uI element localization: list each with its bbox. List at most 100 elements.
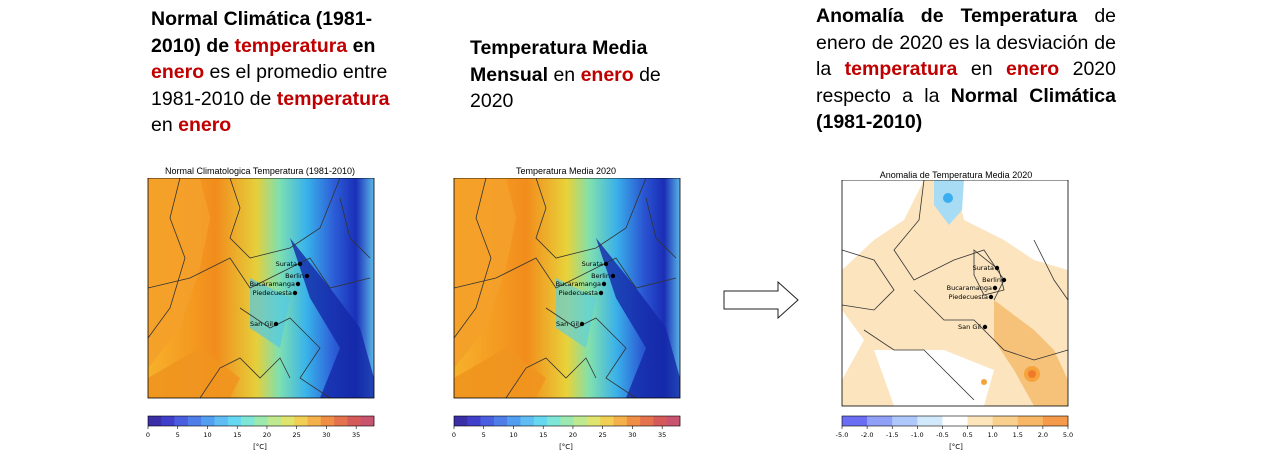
city-dot-san-gil bbox=[579, 321, 585, 327]
caption-run: 2020 respecto a la bbox=[816, 58, 1116, 107]
city-label-berlin: Berlin bbox=[591, 272, 610, 280]
colorbar-tick-label: 20 bbox=[569, 431, 577, 439]
city-label-piedecuesta: Piedecuesta bbox=[253, 289, 292, 297]
colorbar-unit-media: [°C] bbox=[559, 443, 573, 451]
city-dot-berlin bbox=[304, 273, 310, 279]
colorbar-segment bbox=[992, 416, 1019, 426]
city-dot-piedecuesta bbox=[988, 294, 994, 300]
colorbar-segment bbox=[842, 416, 868, 426]
colorbar-temperature-normal: 0 5 10 15 20 25 30 35 bbox=[146, 415, 375, 439]
city-dot-bucaramanga bbox=[295, 281, 301, 287]
colorbar-segment bbox=[241, 416, 255, 426]
city-dot-piedecuesta bbox=[598, 290, 604, 296]
colorbar-segment bbox=[267, 416, 282, 426]
colorbar-tick-label: -1.0 bbox=[911, 431, 924, 439]
right-arrow-icon bbox=[723, 280, 799, 320]
city-label-surata: Surata bbox=[276, 260, 297, 268]
colorbar-temperature-media: 0 5 10 15 20 25 30 35 bbox=[452, 415, 681, 439]
colorbar-tick-label: -2.0 bbox=[861, 431, 874, 439]
colorbar-segment bbox=[520, 416, 535, 426]
colorbar-segment bbox=[480, 416, 495, 426]
city-dot-bucaramanga bbox=[992, 285, 998, 291]
colorbar-segment bbox=[493, 416, 508, 426]
colorbar-segment bbox=[666, 416, 681, 426]
caption-run: Anomalía de Temperatura bbox=[816, 5, 1078, 27]
colorbar-segment bbox=[320, 416, 335, 426]
colorbar-anomaly: -5.0 -2.0 -1.5 -1.0 -0.5 0.5 1.0 1.5 2.0 5.0 bbox=[836, 415, 1073, 439]
colorbar-segment bbox=[942, 416, 968, 426]
colorbar-segment bbox=[280, 416, 295, 426]
city-dot-san-gil bbox=[273, 321, 279, 327]
colorbar-frame bbox=[147, 415, 375, 427]
colorbar-segment bbox=[467, 416, 481, 426]
colorbar-tick-label: 20 bbox=[263, 431, 271, 439]
city-label-berlin: Berlin bbox=[285, 272, 304, 280]
map-panel-anomalia: Anomalia de Temperatura Media 2020 Surat… bbox=[834, 163, 1078, 453]
city-label-surata: Surata bbox=[582, 260, 603, 268]
colorbar-segment bbox=[334, 416, 348, 426]
colorbar-segment bbox=[533, 416, 548, 426]
colorbar-segment bbox=[454, 416, 468, 426]
colorbar-segment bbox=[227, 416, 242, 426]
map-panel-normal: Normal Climatologica Temperatura (1981-2… bbox=[140, 163, 380, 453]
map-panel-media: Temperatura Media 2020 bbox=[446, 163, 686, 453]
colorbar-segment bbox=[187, 416, 202, 426]
city-dot-surata bbox=[994, 265, 1000, 271]
colorbar-tick-label: 5 bbox=[482, 431, 486, 439]
caption-run: de bbox=[200, 34, 235, 57]
caption-run: enero bbox=[1006, 58, 1060, 80]
colorbar-unit-normal: [°C] bbox=[253, 443, 267, 451]
colorbar-tick-label: 25 bbox=[599, 431, 607, 439]
caption-normal-climatica: Normal Climática (1981-2010) de temperat… bbox=[151, 6, 401, 139]
colorbar-segment bbox=[573, 416, 588, 426]
colorbar-unit-anomalia: [°C] bbox=[949, 443, 963, 451]
colorbar-tick-label: 5.0 bbox=[1063, 431, 1073, 439]
caption-run: en bbox=[352, 34, 376, 57]
city-markers-media: Surata Berlin Bucaramanga Piedecuesta Sa… bbox=[556, 260, 616, 328]
city-markers-normal: Surata Berlin Bucaramanga Piedecuesta Sa… bbox=[250, 260, 310, 328]
city-dot-berlin bbox=[610, 273, 616, 279]
colorbar-segment bbox=[347, 416, 362, 426]
colorbar-tick-label: 0 bbox=[452, 431, 456, 439]
city-dot-surata bbox=[297, 261, 303, 267]
caption-run: es el promedio entre 1981-2010 de bbox=[151, 61, 388, 110]
caption-run: enero bbox=[151, 61, 205, 83]
city-label-piedecuesta: Piedecuesta bbox=[949, 293, 988, 301]
city-label-san-gil: San Gil bbox=[250, 320, 273, 328]
colorbar-segment bbox=[507, 416, 521, 426]
colorbar-tick-label: 1.0 bbox=[987, 431, 997, 439]
caption-run: enero bbox=[178, 114, 232, 136]
colorbar-segment bbox=[161, 416, 175, 426]
colorbar-tick-label: 0.5 bbox=[962, 431, 972, 439]
colorbar-tick-label: 0 bbox=[146, 431, 150, 439]
caption-run: de 2020 bbox=[470, 63, 661, 113]
caption-anomalia: Anomalía de Temperatura de enero de 2020… bbox=[816, 3, 1116, 136]
colorbar-tick-label: 30 bbox=[322, 431, 330, 439]
city-dot-piedecuesta bbox=[292, 290, 298, 296]
colorbar-tick-label: 5 bbox=[176, 431, 180, 439]
city-label-piedecuesta: Piedecuesta bbox=[559, 289, 598, 297]
map-title-media: Temperatura Media 2020 bbox=[515, 166, 617, 176]
colorbar-segment bbox=[214, 416, 229, 426]
city-dot-berlin bbox=[1001, 277, 1007, 283]
colorbar-tick-label: 30 bbox=[628, 431, 636, 439]
caption-run: enero bbox=[580, 63, 634, 86]
colorbar-segment bbox=[600, 416, 614, 426]
caption-run: temperatura bbox=[276, 87, 390, 110]
caption-run: temperatura bbox=[234, 34, 348, 57]
colorbar-segment bbox=[1017, 416, 1044, 426]
colorbar-segment bbox=[560, 416, 574, 426]
map-title-anomalia: Anomalia de Temperatura Media 2020 bbox=[879, 170, 1033, 180]
colorbar-frame bbox=[841, 415, 1069, 427]
colorbar-segment bbox=[360, 416, 375, 426]
colorbar-segment bbox=[613, 416, 628, 426]
city-label-bucaramanga: Bucaramanga bbox=[250, 280, 295, 288]
colorbar-segment bbox=[547, 416, 561, 426]
colorbar-segment bbox=[294, 416, 308, 426]
city-dot-surata bbox=[603, 261, 609, 267]
caption-run: temperatura bbox=[844, 58, 958, 80]
city-dot-san-gil bbox=[982, 324, 988, 330]
city-label-san-gil: San Gil bbox=[958, 323, 981, 331]
caption-run: en bbox=[957, 58, 1007, 80]
map-title-normal: Normal Climatologica Temperatura (1981-2… bbox=[165, 166, 355, 176]
